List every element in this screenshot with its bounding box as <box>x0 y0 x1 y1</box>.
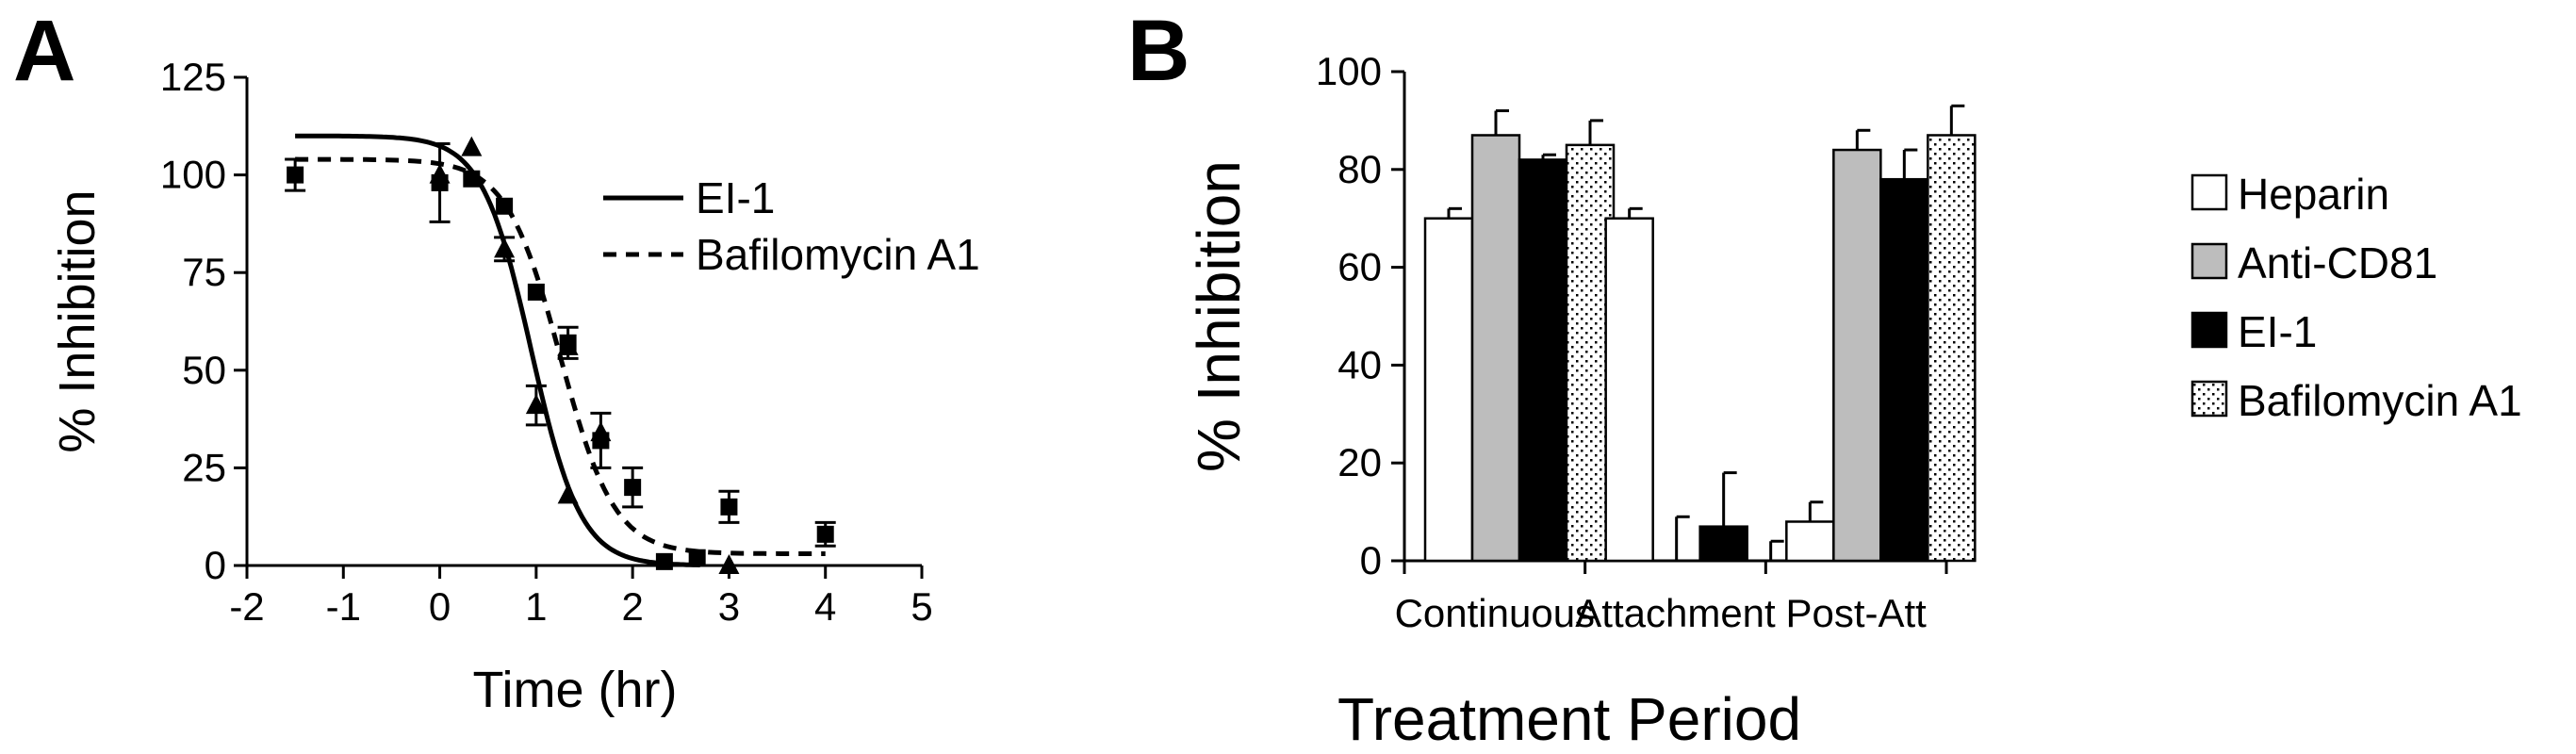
y-tick-label: 60 <box>1337 245 1382 289</box>
bar-bafilomycin-a1 <box>1927 134 1977 563</box>
x-tick-label: -2 <box>229 584 264 629</box>
y-axis-title: % Inhibition <box>1185 160 1253 472</box>
category-label: Post-Att <box>1785 591 1927 635</box>
legend-swatch <box>2190 380 2228 418</box>
bafilomycin-point <box>624 479 642 497</box>
chart-a: 0 25 50 75 100 125 -2 -1 0 1 2 3 4 5 Time (hr) % Inhibi… <box>49 55 980 718</box>
bar-ei-1 <box>1698 525 1748 563</box>
x-tick-label: 5 <box>911 584 932 629</box>
y-tick-label: 75 <box>182 250 226 294</box>
legend-label: Heparin <box>2238 170 2389 219</box>
bar-anti-cd81 <box>1470 134 1521 563</box>
x-axis-title: Treatment Period <box>1337 685 1801 753</box>
bafilomycin-point <box>688 549 706 566</box>
bafilomycin-fit-curve <box>295 156 826 556</box>
legend-label: EI-1 <box>696 173 775 222</box>
legend-swatch <box>2190 242 2228 280</box>
x-axis-title: Time (hr) <box>473 662 678 718</box>
y-tick-label: 25 <box>182 445 226 489</box>
legend-label: EI-1 <box>2238 307 2317 356</box>
bar-ei-1 <box>1518 158 1568 563</box>
bafilomycin-point <box>496 197 514 215</box>
legend-label: Bafilomycin A1 <box>696 230 980 279</box>
bafilomycin-point <box>720 498 738 516</box>
y-tick-label: 0 <box>205 543 226 587</box>
y-tick-label: 100 <box>1316 49 1382 93</box>
category-label: Continuous <box>1395 591 1595 635</box>
bar-heparin <box>1604 217 1654 563</box>
legend-label: Bafilomycin A1 <box>2238 376 2522 425</box>
x-tick-label: 1 <box>525 584 547 629</box>
bafilomycin-point <box>527 283 545 301</box>
bar-heparin <box>1423 217 1474 563</box>
ei1-fit-curve <box>295 133 700 567</box>
ei1-point <box>494 238 516 258</box>
y-tick-label: 40 <box>1337 342 1382 386</box>
y-tick-label: 0 <box>1360 538 1382 582</box>
x-tick-label: -1 <box>326 584 361 629</box>
y-tick-label: 80 <box>1337 147 1382 191</box>
ei1-point <box>718 554 740 574</box>
legend-swatch <box>2190 311 2228 349</box>
bafilomycin-point <box>463 170 481 188</box>
panel-label-a: A <box>13 3 76 99</box>
bar-heparin <box>1785 520 1835 563</box>
bafilomycin-point <box>431 173 449 191</box>
bafilomycin-point <box>816 525 834 543</box>
ei1-point <box>525 394 547 415</box>
y-tick-label: 20 <box>1337 440 1382 484</box>
bar-ei-1 <box>1879 177 1929 563</box>
x-tick-label: 2 <box>621 584 643 629</box>
bar-anti-cd81 <box>1832 148 1882 563</box>
bafilomycin-point <box>287 166 304 184</box>
ei1-point <box>557 484 579 504</box>
category-label: Attachment <box>1575 591 1776 635</box>
bafilomycin-point <box>655 552 673 570</box>
x-tick-label: 4 <box>814 584 836 629</box>
legend-swatch <box>2190 173 2228 211</box>
bafilomycin-point <box>559 334 577 352</box>
y-tick-label: 50 <box>182 348 226 392</box>
x-tick-label: 0 <box>429 584 451 629</box>
x-tick-label: 3 <box>718 584 740 629</box>
bafilomycin-point <box>592 432 610 450</box>
y-tick-label: 100 <box>160 153 226 197</box>
ei1-point <box>461 136 483 156</box>
panel-label-b: B <box>1127 3 1190 99</box>
legend-label: Anti-CD81 <box>2238 238 2437 287</box>
y-axis-title: % Inhibition <box>49 189 106 452</box>
y-tick-label: 125 <box>160 55 226 99</box>
